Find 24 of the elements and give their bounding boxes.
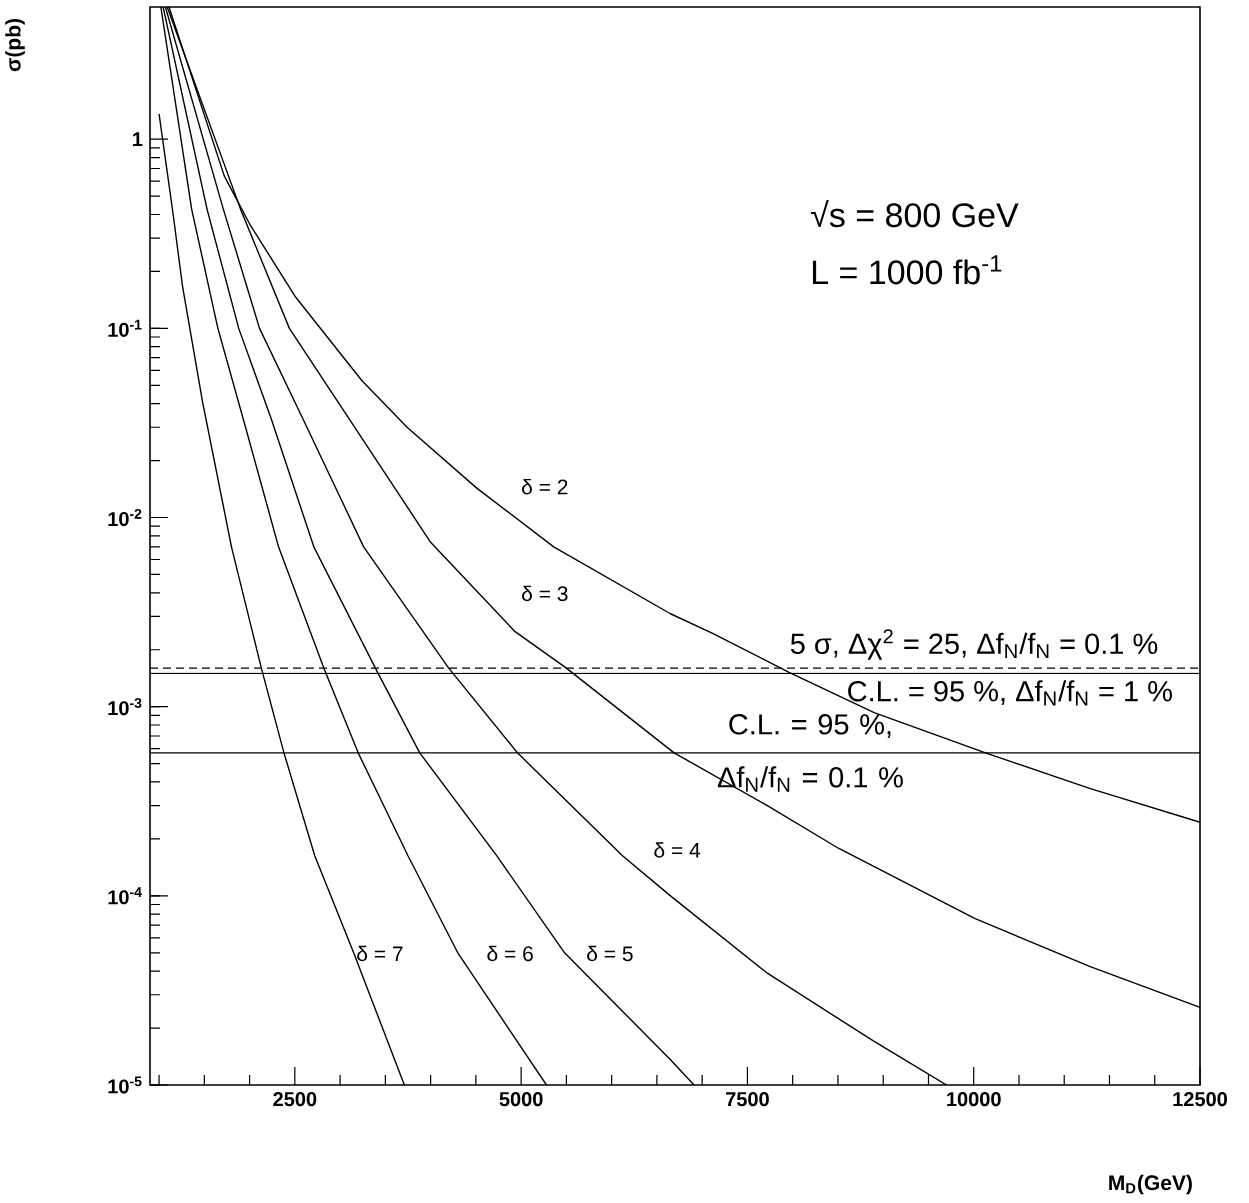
y-tick-label: 10$^{-1}$: [108, 319, 142, 337]
y-axis-title: σ(pb): [5, 19, 25, 72]
annotation: √s = 800 GeV: [811, 200, 1019, 228]
x-tick-label: 7500: [726, 1092, 769, 1107]
x-tick-label: 12500: [1173, 1092, 1227, 1107]
x-tick-label: 5000: [499, 1092, 543, 1107]
ref-line-label: C.L. = 95 %, Δf$_{N}$/f$_{N}$ = 1 %: [848, 680, 1172, 706]
series-label: δ = 6: [487, 945, 533, 962]
ref-line-label: 5 σ, Δχ$^{2}$ = 25, Δf$_{N}$/f$_{N}$ = 0.1 %: [790, 629, 1158, 660]
y-tick-label: 10$^{-3}$: [108, 698, 142, 716]
series-label: δ = 3: [522, 585, 568, 602]
y-tick-label: 1: [133, 132, 143, 147]
ref-line-label: C.L. = 95 %, Δf$_{N}$/f$_{N}$ = 0.1 %: [717, 714, 903, 792]
series-label: δ = 4: [654, 842, 701, 858]
x-axis-title: M$_{D}$(GeV): [1109, 1174, 1192, 1195]
series-label: δ = 5: [587, 945, 633, 962]
x-tick-label: 2500: [273, 1092, 317, 1107]
y-tick-label: 10$^{-4}$: [108, 887, 142, 905]
series-label: δ = 2: [522, 479, 568, 495]
y-tick-label: 10$^{-2}$: [108, 508, 142, 527]
annotation: L = 1000 fb$^{-1}$: [812, 255, 1002, 285]
series-label: δ = 7: [357, 945, 403, 962]
y-tick-label: 10$^{-5}$: [108, 1076, 142, 1094]
x-tick-label: 10000: [947, 1092, 1001, 1107]
